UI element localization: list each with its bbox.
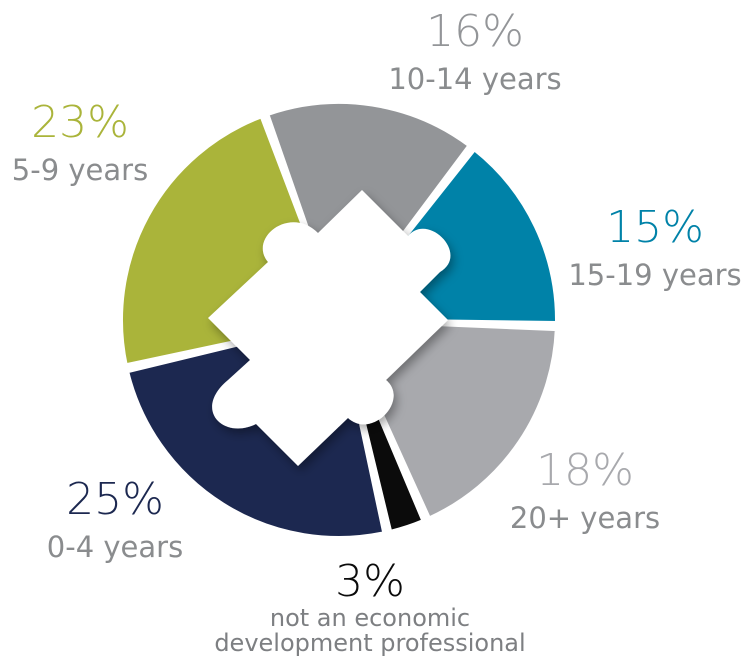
slice-category: 15-19 years	[568, 258, 742, 292]
slice-category-line1: not an economic	[269, 604, 471, 632]
slice-category: 20+ years	[509, 501, 661, 535]
slice-label-0-4: 25% 0-4 years	[20, 478, 210, 564]
slice-label-5-9: 23% 5-9 years	[0, 101, 160, 187]
slice-percent: 25%	[66, 474, 164, 525]
slice-category: 0-4 years	[46, 530, 184, 564]
slice-label-10-14: 16% 10-14 years	[360, 10, 590, 96]
slice-category-line2: development professional	[214, 629, 526, 657]
puzzle-piece-icon	[208, 190, 451, 466]
pie-slices	[119, 100, 559, 540]
slice-percent: 16%	[426, 6, 524, 57]
slice-category: 10-14 years	[388, 62, 562, 96]
slice-percent: 3%	[335, 556, 405, 607]
slice-percent: 23%	[31, 97, 129, 148]
slice-label-not-professional: 3% not an economic development professio…	[200, 560, 540, 656]
slice-percent: 18%	[536, 445, 634, 496]
slice-category: 5-9 years	[11, 153, 149, 187]
slice-percent: 15%	[606, 202, 704, 253]
slice-label-20-plus: 18% 20+ years	[490, 449, 680, 535]
slice-label-15-19: 15% 15-19 years	[560, 206, 750, 292]
